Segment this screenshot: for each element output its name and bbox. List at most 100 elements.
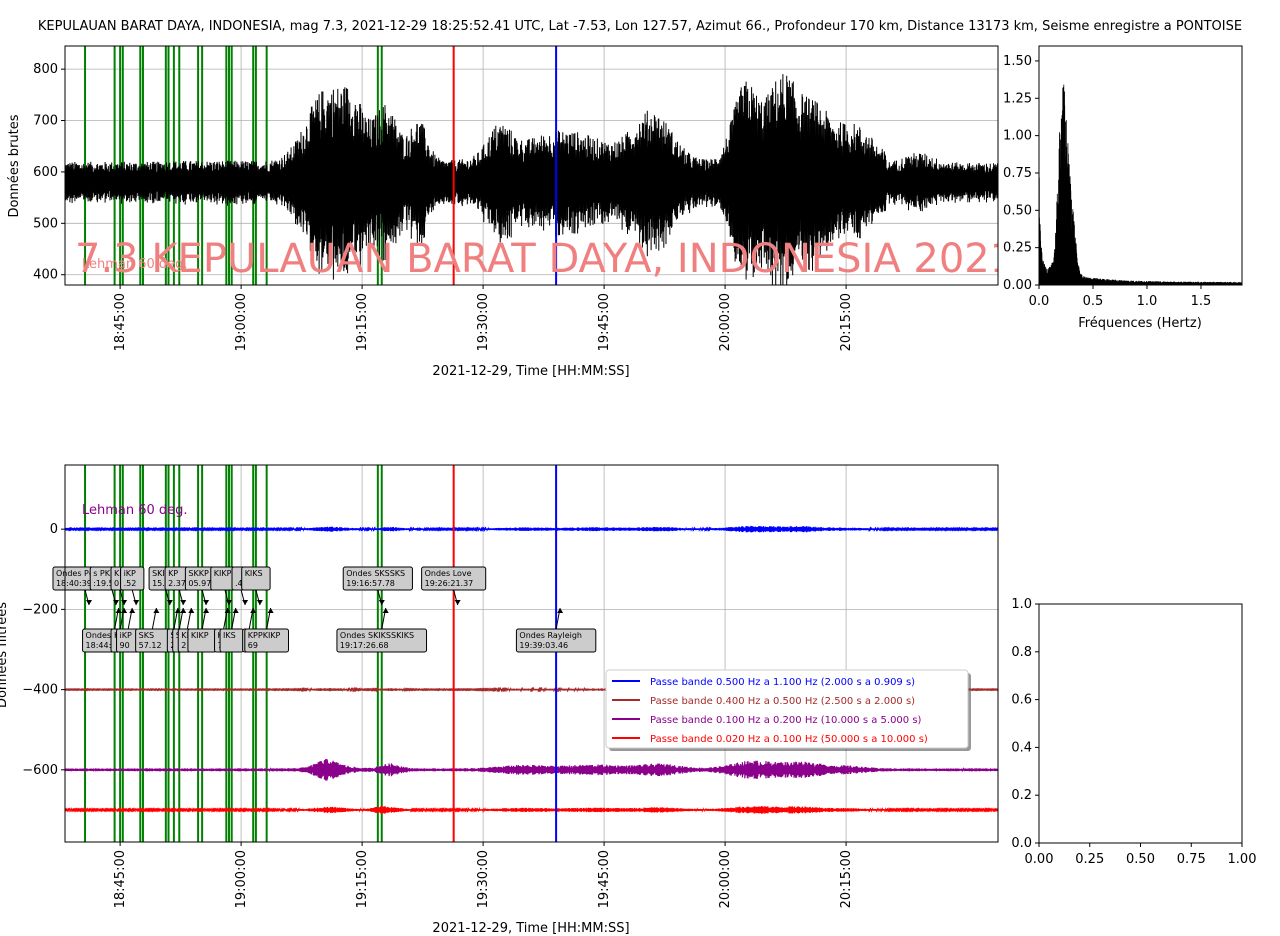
empty-ytick-label: 0.0 bbox=[1011, 836, 1032, 851]
annotation-time: :19.52 bbox=[93, 579, 119, 588]
spectrum-trace bbox=[1039, 84, 1242, 285]
annotation-time: .4 bbox=[235, 579, 243, 588]
annotation-phase-name: s PKiKP bbox=[93, 569, 122, 578]
filtered-xtick-label: 19:15:00 bbox=[355, 850, 370, 908]
annotation-phase-name: SKKP bbox=[188, 569, 209, 578]
annotation-arrowhead bbox=[113, 600, 120, 605]
legend-items: Passe bande 0.500 Hz a 1.100 Hz (2.000 s… bbox=[612, 677, 928, 745]
annotation-time: 19:17:26.68 bbox=[340, 641, 389, 650]
filtered-y-axis-label: Données filtrées bbox=[0, 602, 10, 708]
empty-x-ticks: 0.00 0.25 0.50 0.75 1.00 bbox=[1025, 843, 1256, 867]
annotation-time: 18:40:39.60 bbox=[56, 579, 105, 588]
annotation-arrowhead bbox=[129, 608, 136, 613]
annotation-arrowhead bbox=[121, 608, 128, 613]
empty-ytick-label: 0.6 bbox=[1011, 693, 1032, 708]
filtered-xtick-label: 19:30:00 bbox=[476, 850, 491, 908]
legend-label: Passe bande 0.100 Hz a 0.200 Hz (10.000 … bbox=[650, 715, 922, 726]
filtered-xtick-label: 20:15:00 bbox=[839, 850, 854, 908]
empty-frame bbox=[1038, 603, 1243, 844]
annotation-time: 57.12 bbox=[139, 641, 162, 650]
spectrum-ytick-label: 0.00 bbox=[1003, 278, 1032, 293]
annotation-time: 05.97 bbox=[188, 579, 211, 588]
filtered-ytick-label: 0 bbox=[50, 522, 58, 537]
spectrum-ytick-label: 1.00 bbox=[1003, 129, 1032, 144]
empty-ytick-label: 1.0 bbox=[1011, 597, 1032, 612]
annotation-arrowhead bbox=[378, 600, 385, 605]
empty-xtick-label: 0.00 bbox=[1025, 852, 1054, 867]
empty-xtick-label: 0.25 bbox=[1075, 852, 1104, 867]
raw-y-axis-label: Données brutes bbox=[7, 114, 22, 217]
filtered-event-markers bbox=[452, 465, 558, 842]
raw-waveform bbox=[65, 74, 998, 285]
annotation-box bbox=[241, 566, 271, 591]
filtered-trace-4 bbox=[65, 805, 998, 814]
raw-xtick-label: 20:00:00 bbox=[718, 293, 733, 351]
annotation-time: 15.17 bbox=[152, 579, 175, 588]
empty-plot: 0.0 0.2 0.4 0.6 0.8 1.0 0.00 0.25 0.50 0.75 1.00 bbox=[1011, 597, 1256, 867]
raw-xtick-label: 19:30:00 bbox=[476, 293, 491, 351]
empty-ytick-label: 0.8 bbox=[1011, 645, 1032, 660]
annotation-phase-name: Ondes Rayleigh bbox=[519, 631, 582, 640]
raw-data-plot: 7.3 KEPULAUAN BARAT DAYA, INDONESIA 2021… bbox=[7, 45, 1280, 379]
annotation-phase-name: Ondes Love bbox=[425, 569, 472, 578]
filtered-x-ticks: 18:45:00 19:00:00 19:15:00 19:30:00 19:45:00… bbox=[113, 842, 854, 908]
raw-xtick-label: 19:00:00 bbox=[234, 293, 249, 351]
annotation-phase-name: KIKP bbox=[191, 631, 209, 640]
annotation-arrowhead bbox=[166, 600, 173, 605]
annotation-arrowhead bbox=[133, 600, 140, 605]
annotation-time: 2.37 bbox=[168, 579, 186, 588]
empty-ytick-label: 0.2 bbox=[1011, 788, 1032, 803]
spectrum-ytick-label: 1.50 bbox=[1003, 54, 1032, 69]
spectrum-x-axis-label: Fréquences (Hertz) bbox=[1078, 316, 1202, 331]
annotation-arrowhead bbox=[121, 600, 128, 605]
filtered-lehman-label: Lehman 60 deg. bbox=[82, 503, 188, 518]
annotation-time: 19:26:21.37 bbox=[425, 579, 474, 588]
filtered-grid bbox=[65, 465, 998, 842]
annotation-phase-name: Ondes SKIKSSKIKS bbox=[340, 631, 414, 640]
annotation-phase-name: KPPKIKP bbox=[248, 631, 281, 640]
legend-label: Passe bande 0.020 Hz a 0.100 Hz (50.000 … bbox=[650, 734, 928, 745]
spectrum-plot: 0.00 0.25 0.50 0.75 1.00 1.25 1.50 0.0 0.5 1.0 1.… bbox=[1003, 45, 1243, 331]
filtered-xtick-label: 18:45:00 bbox=[113, 850, 128, 908]
spectrum-xtick-label: 1.5 bbox=[1191, 294, 1212, 309]
raw-x-axis-label: 2021-12-29, Time [HH:MM:SS] bbox=[432, 364, 629, 379]
filtered-phase-lines bbox=[84, 465, 383, 842]
annotation-arrowhead bbox=[557, 608, 564, 613]
raw-ytick-label: 500 bbox=[33, 216, 58, 231]
spectrum-xtick-label: 1.0 bbox=[1137, 294, 1158, 309]
filtered-trace-3 bbox=[65, 758, 998, 781]
annotation-arrowhead bbox=[174, 608, 181, 613]
annotation-arrowhead bbox=[256, 600, 263, 605]
figure-title: KEPULAUAN BARAT DAYA, INDONESIA, mag 7.3… bbox=[38, 19, 1242, 34]
raw-x-ticks: 18:45:00 19:00:00 19:15:00 19:30:00 19:45:00… bbox=[113, 285, 854, 351]
legend-label: Passe bande 0.500 Hz a 1.100 Hz (2.000 s… bbox=[650, 677, 915, 688]
filtered-y-ticks: 0 −200 −400 −600 bbox=[22, 522, 65, 778]
spectrum-xtick-label: 0.5 bbox=[1083, 294, 1104, 309]
filtered-xtick-label: 19:00:00 bbox=[234, 850, 249, 908]
spectrum-xtick-label: 0.0 bbox=[1029, 294, 1050, 309]
annotation-phase-name: iKP bbox=[124, 569, 136, 578]
spectrum-x-ticks: 0.0 0.5 1.0 1.5 bbox=[1029, 285, 1212, 309]
annotation-arrowhead bbox=[224, 608, 231, 613]
annotation-phase-name: SKIKS bbox=[152, 569, 175, 578]
empty-xtick-label: 0.75 bbox=[1177, 852, 1206, 867]
annotation-arrowhead bbox=[180, 600, 187, 605]
event-watermark: 7.3 KEPULAUAN BARAT DAYA, INDONESIA 2021… bbox=[75, 236, 1280, 282]
empty-xtick-label: 0.50 bbox=[1126, 852, 1155, 867]
raw-ytick-label: 700 bbox=[33, 114, 58, 129]
annotation-arrowhead bbox=[153, 608, 160, 613]
legend-label: Passe bande 0.400 Hz a 0.500 Hz (2.500 s… bbox=[650, 696, 915, 707]
empty-ytick-label: 0.4 bbox=[1011, 740, 1032, 755]
annotation-time: .52 bbox=[124, 579, 137, 588]
annotation-arrowhead bbox=[180, 608, 187, 613]
filtered-ytick-label: −600 bbox=[22, 763, 58, 778]
raw-trace bbox=[65, 74, 998, 285]
filtered-ytick-label: −400 bbox=[22, 683, 58, 698]
raw-frame bbox=[64, 45, 999, 286]
annotation-arrowhead bbox=[250, 608, 257, 613]
spectrum-curve bbox=[1039, 84, 1242, 285]
